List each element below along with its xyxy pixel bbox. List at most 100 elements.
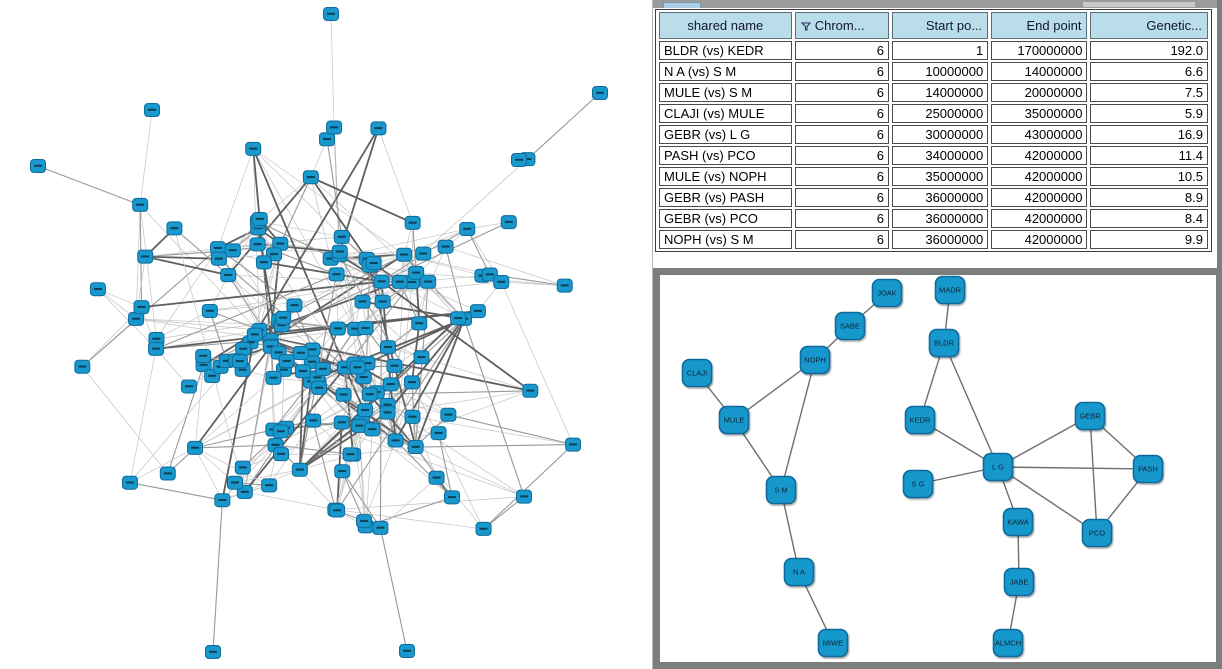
- graph-node[interactable]: [404, 409, 421, 424]
- graph-node[interactable]: [516, 489, 533, 504]
- graph-node[interactable]: [286, 298, 303, 313]
- graph-node[interactable]: [128, 311, 145, 326]
- table-cell[interactable]: 35000000: [891, 167, 989, 186]
- graph-node[interactable]: [261, 478, 278, 493]
- table-row[interactable]: NOPH (vs) S M 6 36000000 42000000 9.9: [659, 230, 1208, 249]
- table-cell[interactable]: GEBR (vs) PCO: [659, 209, 792, 228]
- graph-node[interactable]: [391, 274, 408, 289]
- graph-node[interactable]: [334, 464, 351, 479]
- graph-node[interactable]: [132, 197, 149, 212]
- graph-node[interactable]: [592, 86, 608, 100]
- graph-node[interactable]: [148, 341, 165, 356]
- graph-node[interactable]: [331, 244, 348, 259]
- network-edge[interactable]: [1089, 415, 1098, 534]
- network-edge[interactable]: [780, 359, 816, 491]
- graph-node[interactable]: [356, 514, 373, 529]
- network-node-s-g[interactable]: S G: [902, 469, 934, 499]
- graph-node[interactable]: [166, 221, 183, 236]
- table-cell[interactable]: 1: [891, 41, 989, 60]
- table-cell[interactable]: 36000000: [891, 230, 989, 249]
- graph-node[interactable]: [249, 237, 266, 252]
- table-cell[interactable]: GEBR (vs) L G: [659, 125, 792, 144]
- overview-network-view[interactable]: [0, 0, 652, 669]
- graph-node[interactable]: [335, 387, 352, 402]
- graph-node[interactable]: [380, 340, 397, 355]
- graph-node[interactable]: [144, 103, 160, 117]
- table-cell[interactable]: 14000000: [891, 83, 989, 102]
- graph-node[interactable]: [374, 294, 391, 309]
- table-cell[interactable]: MULE (vs) NOPH: [659, 167, 792, 186]
- table-cell[interactable]: 192.0: [1090, 41, 1208, 60]
- table-row[interactable]: GEBR (vs) L G 6 30000000 43000000 16.9: [659, 125, 1208, 144]
- table-cell[interactable]: 42000000: [991, 167, 1088, 186]
- graph-node[interactable]: [430, 426, 447, 441]
- table-row[interactable]: GEBR (vs) PCO 6 36000000 42000000 8.4: [659, 209, 1208, 228]
- table-cell[interactable]: 11.4: [1090, 146, 1208, 165]
- network-node-joak[interactable]: JOAK: [871, 278, 903, 308]
- graph-node[interactable]: [329, 321, 346, 336]
- table-cell[interactable]: MULE (vs) S M: [659, 83, 792, 102]
- graph-node[interactable]: [364, 422, 381, 437]
- graph-node[interactable]: [511, 153, 527, 167]
- graph-node[interactable]: [399, 644, 415, 658]
- graph-node[interactable]: [420, 274, 437, 289]
- graph-node[interactable]: [272, 424, 289, 439]
- graph-node[interactable]: [214, 493, 231, 508]
- table-row[interactable]: BLDR (vs) KEDR 6 1 170000000 192.0: [659, 41, 1208, 60]
- network-node-madr[interactable]: MADR: [934, 275, 966, 305]
- network-edge[interactable]: [997, 466, 1149, 470]
- graph-node[interactable]: [565, 437, 582, 452]
- graph-node[interactable]: [121, 475, 138, 490]
- table-cell[interactable]: CLAJI (vs) MULE: [659, 104, 792, 123]
- network-node-sabe[interactable]: SABE: [834, 311, 866, 341]
- graph-node[interactable]: [319, 132, 336, 147]
- table-cell[interactable]: 6: [794, 188, 889, 207]
- graph-node[interactable]: [291, 462, 308, 477]
- network-node-gebr[interactable]: GEBR: [1074, 401, 1106, 431]
- graph-node[interactable]: [220, 268, 237, 283]
- graph-node[interactable]: [275, 310, 292, 325]
- table-cell[interactable]: 6: [794, 83, 889, 102]
- table-row[interactable]: N A (vs) S M 6 10000000 14000000 6.6: [659, 62, 1208, 81]
- graph-node[interactable]: [342, 447, 359, 462]
- graph-node[interactable]: [180, 379, 197, 394]
- table-cell[interactable]: 30000000: [891, 125, 989, 144]
- graph-node[interactable]: [407, 440, 424, 455]
- graph-node[interactable]: [396, 247, 413, 262]
- network-edge[interactable]: [997, 415, 1091, 468]
- table-cell[interactable]: 6: [794, 230, 889, 249]
- graph-node[interactable]: [408, 265, 425, 280]
- graph-node[interactable]: [361, 387, 378, 402]
- graph-node[interactable]: [159, 466, 176, 481]
- graph-node[interactable]: [231, 354, 248, 369]
- table-cell[interactable]: 9.9: [1090, 230, 1208, 249]
- graph-node[interactable]: [469, 304, 486, 319]
- table-cell[interactable]: 170000000: [991, 41, 1088, 60]
- network-node-almch[interactable]: ALMCH: [992, 628, 1024, 658]
- graph-node[interactable]: [459, 222, 476, 237]
- table-cell[interactable]: GEBR (vs) PASH: [659, 188, 792, 207]
- column-header-shared-name[interactable]: shared name: [659, 12, 792, 39]
- graph-node[interactable]: [311, 380, 328, 395]
- graph-node[interactable]: [382, 377, 399, 392]
- graph-node[interactable]: [234, 460, 251, 475]
- graph-node[interactable]: [403, 375, 420, 390]
- table-cell[interactable]: N A (vs) S M: [659, 62, 792, 81]
- graph-node[interactable]: [265, 370, 282, 385]
- table-row[interactable]: CLAJI (vs) MULE 6 25000000 35000000 5.9: [659, 104, 1208, 123]
- graph-node[interactable]: [305, 413, 322, 428]
- graph-node[interactable]: [323, 7, 339, 21]
- table-cell[interactable]: 6: [794, 41, 889, 60]
- network-node-l-g[interactable]: L G: [982, 452, 1014, 482]
- table-cell[interactable]: 42000000: [991, 146, 1088, 165]
- table-cell[interactable]: 16.9: [1090, 125, 1208, 144]
- graph-node[interactable]: [294, 364, 311, 379]
- network-edge[interactable]: [997, 466, 1098, 534]
- graph-node[interactable]: [30, 159, 46, 173]
- graph-node[interactable]: [444, 490, 461, 505]
- graph-node[interactable]: [328, 267, 345, 282]
- network-node-bldr[interactable]: BLDR: [928, 328, 960, 358]
- table-cell[interactable]: 10000000: [891, 62, 989, 81]
- graph-node[interactable]: [133, 300, 150, 315]
- graph-node[interactable]: [333, 229, 350, 244]
